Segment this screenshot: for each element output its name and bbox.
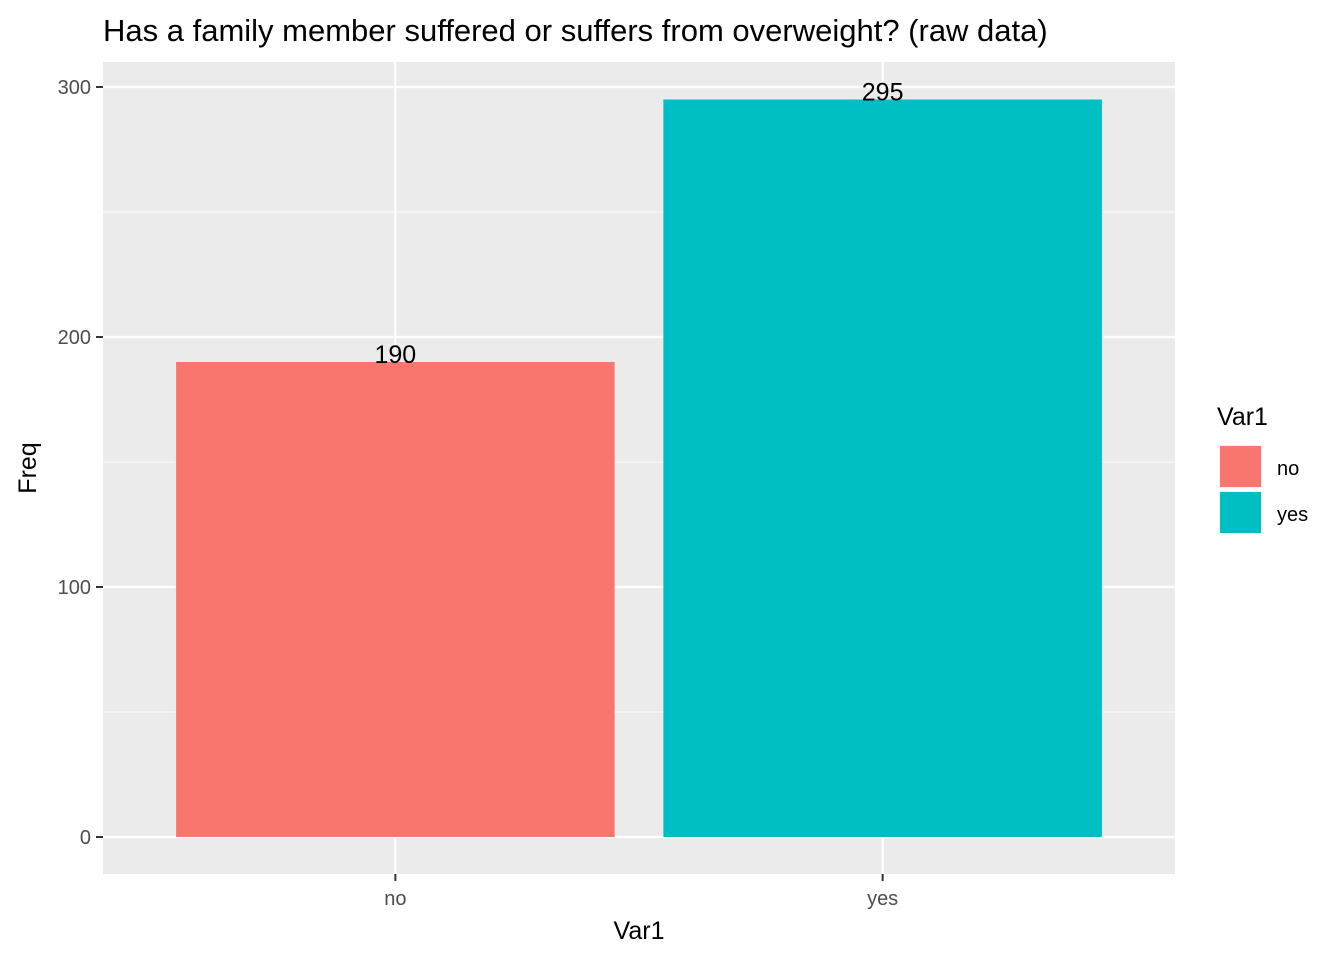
data-labels: 190 295 [375, 79, 904, 370]
bar-no [176, 362, 615, 837]
bars [176, 99, 1102, 837]
y-tick-label: 300 [58, 77, 91, 99]
legend-swatch-yes [1220, 492, 1261, 533]
chart-title: Has a family member suffered or suffers … [103, 13, 1048, 48]
bar-yes [663, 99, 1102, 837]
legend-swatch-no [1220, 446, 1261, 487]
y-axis: 0 100 200 300 [58, 77, 103, 849]
y-tick-label: 100 [58, 577, 91, 599]
x-axis-title: Var1 [614, 917, 665, 945]
data-label-yes: 295 [862, 79, 904, 107]
legend-label-yes: yes [1277, 504, 1308, 526]
x-tick-label-yes: yes [867, 888, 898, 910]
data-label-no: 190 [375, 341, 417, 369]
x-tick-label-no: no [384, 888, 406, 910]
legend: Var1 no yes [1217, 403, 1308, 534]
y-axis-title: Freq [14, 442, 42, 493]
legend-entries: no yes [1219, 445, 1308, 534]
x-axis: no yes [384, 874, 898, 910]
legend-label-no: no [1277, 458, 1299, 480]
legend-title: Var1 [1217, 403, 1268, 431]
y-tick-label: 200 [58, 327, 91, 349]
y-tick-label: 0 [80, 827, 91, 849]
